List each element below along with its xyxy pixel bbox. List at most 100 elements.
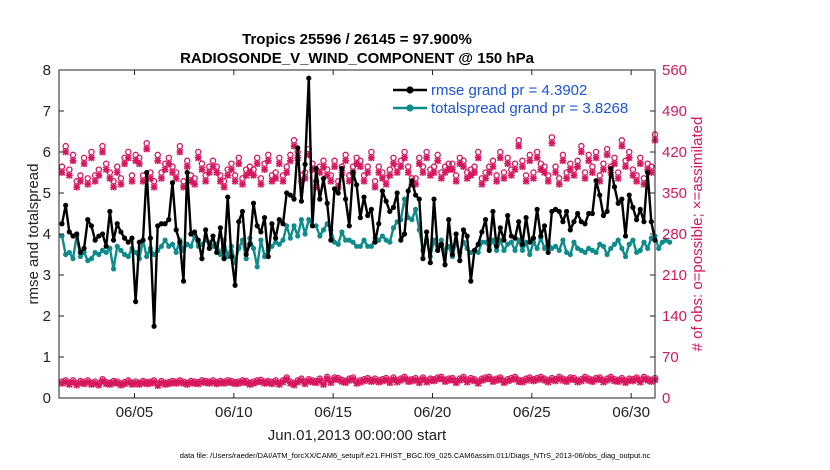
- obs-assimilated-marker: [298, 377, 305, 384]
- y-axis-left: 0 1 2 3 4 5 6 7 8: [43, 62, 64, 407]
- rmse-point: [379, 188, 386, 194]
- obs-assimilated-marker: [250, 379, 257, 387]
- obs-assimilated-marker: [611, 160, 618, 168]
- obs-assimilated-marker: [504, 160, 512, 168]
- obs-assimilated-marker: [574, 378, 582, 386]
- obs-assimilated-marker: [526, 375, 534, 383]
- obs-assimilated-marker: [375, 169, 383, 176]
- rmse-point: [494, 243, 500, 249]
- obs-assimilated-marker: [559, 377, 567, 384]
- obs-assimilated-marker: [415, 379, 423, 387]
- rmse-point: [228, 253, 235, 260]
- rmse-point: [556, 208, 562, 215]
- obs-assimilated-marker: [257, 180, 265, 188]
- y-tick-right-label: 210: [662, 267, 687, 284]
- obs-assimilated-marker: [169, 169, 176, 176]
- obs-assimilated-marker: [577, 377, 585, 385]
- totalspread-point: [637, 247, 643, 253]
- obs-assimilated-marker: [275, 381, 283, 388]
- rmse-point: [335, 190, 341, 196]
- totalspread-point: [608, 245, 614, 251]
- obs-assimilated-marker: [507, 376, 515, 384]
- obs-assimilated-marker: [537, 166, 545, 173]
- obs-assimilated-marker: [570, 376, 578, 384]
- rmse-point: [453, 231, 459, 237]
- totalspread-point: [350, 239, 356, 245]
- obs-assimilated-marker: [110, 183, 117, 191]
- obs-assimilated-marker: [412, 376, 419, 384]
- rmse-point: [501, 237, 507, 243]
- obs-assimilated-marker: [316, 169, 324, 176]
- totalspread-point: [552, 243, 559, 249]
- rmse-point: [505, 212, 511, 219]
- rmse-point: [604, 208, 610, 215]
- rmse-point: [534, 206, 540, 212]
- obs-assimilated-marker: [434, 375, 442, 383]
- obs-assimilated-marker: [345, 377, 353, 384]
- rmse-point: [442, 262, 448, 268]
- rmse-point: [103, 243, 109, 249]
- chart-title-line1: Tropics 25596 / 26145 = 97.900%: [242, 31, 472, 48]
- y-axis-right-label: # of obs: o=possible; ×=assimilated: [689, 117, 706, 352]
- obs-assimilated-marker: [264, 157, 272, 165]
- obs-assimilated-marker: [320, 381, 327, 388]
- obs-assimilated-marker: [519, 163, 526, 171]
- rmse-point: [166, 217, 172, 223]
- rmse-point: [560, 219, 566, 225]
- obs-assimilated-marker: [150, 378, 158, 386]
- totalspread-point: [387, 239, 393, 245]
- obs-assimilated-marker: [449, 376, 456, 384]
- rmse-point: [541, 223, 548, 229]
- obs-assimilated-marker: [132, 379, 140, 387]
- obs-assimilated-marker: [360, 177, 368, 185]
- obs-assimilated-marker: [331, 163, 338, 171]
- obs-assimilated-marker: [224, 172, 232, 179]
- rmse-point: [254, 223, 260, 229]
- obs-assimilated-marker: [323, 172, 331, 179]
- rmse-point: [273, 235, 279, 241]
- obs-assimilated-marker: [496, 154, 504, 162]
- totalspread-point: [501, 247, 507, 253]
- obs-assimilated-marker: [158, 379, 165, 387]
- rmse-point: [383, 198, 389, 204]
- rmse-point: [486, 247, 492, 253]
- obs-assimilated-marker: [80, 160, 88, 168]
- obs-assimilated-marker: [268, 380, 276, 388]
- obs-assimilated-marker: [460, 163, 467, 171]
- totalspread-point: [604, 251, 610, 258]
- rmse-point: [85, 217, 91, 223]
- rmse-point: [567, 227, 573, 233]
- rmse-point: [110, 237, 117, 243]
- totalspread-point: [59, 233, 65, 239]
- rmse-point: [545, 249, 551, 256]
- totalspread-point: [600, 243, 607, 249]
- rmse-point: [350, 169, 356, 176]
- obs-assimilated-marker: [507, 172, 515, 179]
- obs-assimilated-marker: [603, 377, 611, 384]
- obs-assimilated-marker: [629, 377, 637, 385]
- obs-assimilated-marker: [522, 377, 530, 384]
- obs-assimilated-marker: [437, 375, 445, 383]
- rmse-point: [276, 217, 282, 223]
- rmse-point: [236, 219, 242, 225]
- totalspread-point: [66, 249, 72, 256]
- obs-assimilated-marker: [600, 378, 607, 386]
- obs-assimilated-marker: [216, 379, 224, 387]
- obs-assimilated-marker: [467, 172, 475, 179]
- obs-assimilated-marker: [261, 166, 268, 173]
- obs-assimilated-marker: [242, 172, 250, 179]
- obs-assimilated-marker: [390, 160, 397, 168]
- obs-assimilated-marker: [625, 154, 633, 162]
- rmse-point: [298, 198, 304, 204]
- rmse-point: [633, 217, 640, 223]
- totalspread-point: [320, 227, 327, 233]
- obs-assimilated-marker: [228, 379, 235, 387]
- totalspread-point: [302, 231, 308, 237]
- totalspread-point: [306, 217, 312, 223]
- y-tick-left-label: 5: [43, 185, 51, 202]
- rmse-point: [523, 215, 529, 221]
- legend-spread-label: totalspread grand pr = 3.8268: [431, 100, 628, 117]
- rmse-point: [313, 165, 319, 171]
- obs-assimilated-marker: [261, 379, 268, 387]
- rmse-point: [324, 200, 330, 206]
